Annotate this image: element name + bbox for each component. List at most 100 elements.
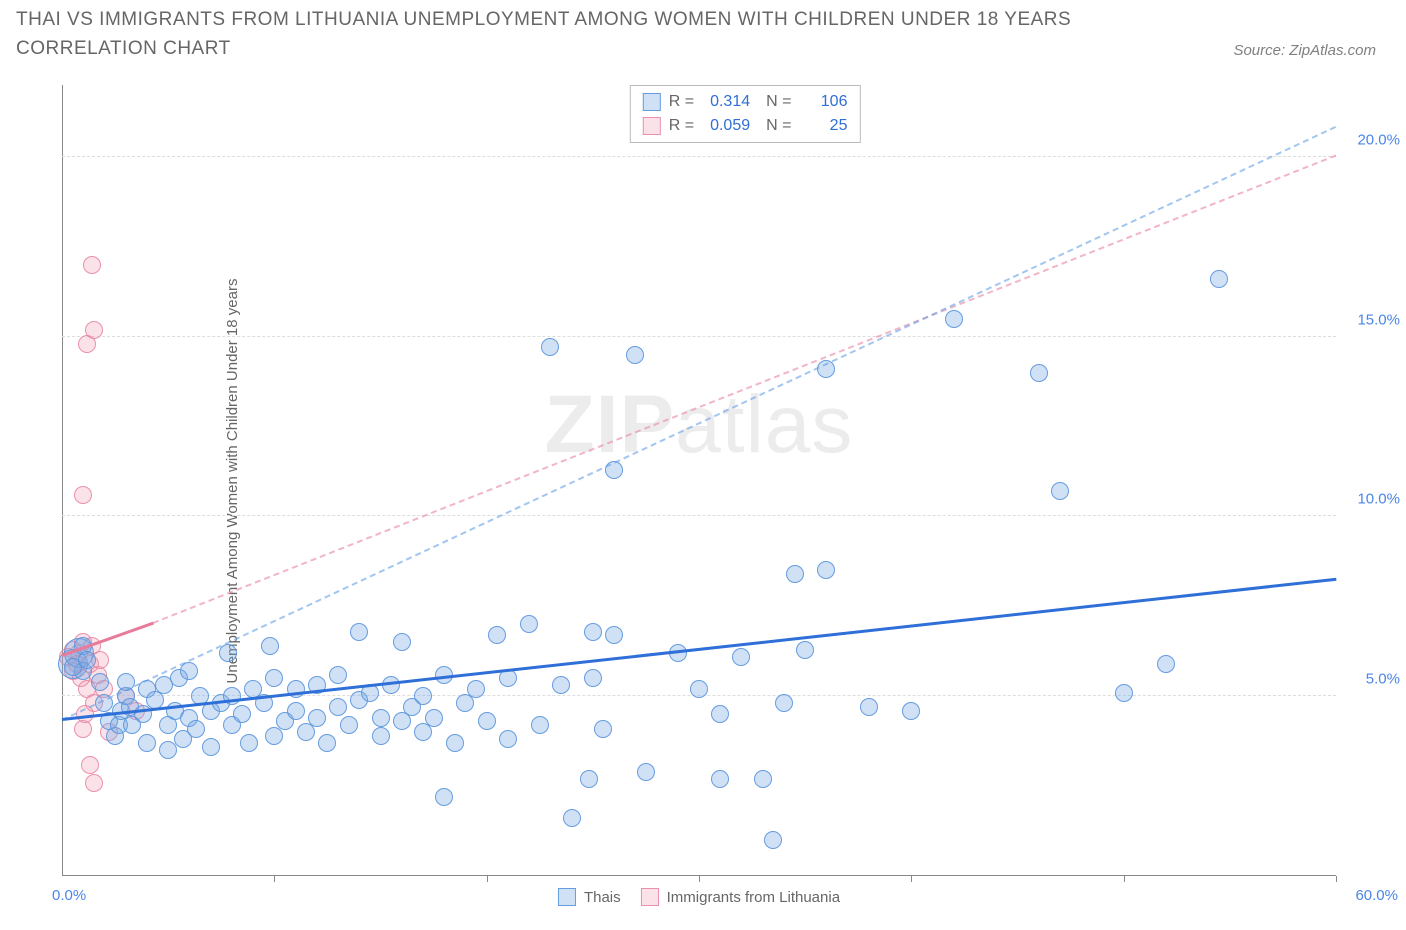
- scatter-point: [78, 651, 96, 669]
- scatter-point: [138, 734, 156, 752]
- scatter-point: [308, 709, 326, 727]
- stats-r-value-lithuania: 0.059: [702, 114, 750, 138]
- scatter-point: [83, 256, 101, 274]
- y-tick-label: 20.0%: [1357, 131, 1400, 148]
- stats-swatch-pink: [643, 117, 661, 135]
- x-tick: [1124, 876, 1125, 882]
- stats-row-thais: R = 0.314 N = 106: [643, 90, 848, 114]
- scatter-point: [435, 788, 453, 806]
- trend-line: [153, 155, 1336, 624]
- stats-swatch-blue: [643, 93, 661, 111]
- scatter-point: [711, 770, 729, 788]
- scatter-point: [754, 770, 772, 788]
- x-tick: [274, 876, 275, 882]
- scatter-point: [329, 698, 347, 716]
- scatter-point: [531, 716, 549, 734]
- scatter-point: [552, 676, 570, 694]
- x-max-label: 60.0%: [1355, 887, 1398, 904]
- scatter-point: [584, 669, 602, 687]
- scatter-point: [580, 770, 598, 788]
- stats-r-value-thais: 0.314: [702, 90, 750, 114]
- trend-line: [62, 578, 1336, 721]
- scatter-point: [488, 626, 506, 644]
- chart-title: THAI VS IMMIGRANTS FROM LITHUANIA UNEMPL…: [16, 6, 1126, 63]
- scatter-point: [85, 774, 103, 792]
- scatter-point: [240, 734, 258, 752]
- legend-swatch-pink: [641, 888, 659, 906]
- scatter-point: [1115, 684, 1133, 702]
- legend-item-lithuania: Immigrants from Lithuania: [641, 888, 840, 906]
- scatter-point: [796, 641, 814, 659]
- scatter-point: [329, 666, 347, 684]
- gridline: [62, 336, 1336, 337]
- scatter-point: [860, 698, 878, 716]
- scatter-point: [690, 680, 708, 698]
- scatter-point: [584, 623, 602, 641]
- scatter-point: [775, 694, 793, 712]
- scatter-point: [425, 709, 443, 727]
- scatter-point: [467, 680, 485, 698]
- scatter-point: [202, 738, 220, 756]
- y-tick-label: 10.0%: [1357, 491, 1400, 508]
- scatter-point: [187, 720, 205, 738]
- scatter-point: [711, 705, 729, 723]
- gridline: [62, 515, 1336, 516]
- y-tick-label: 5.0%: [1366, 671, 1400, 688]
- stats-n-value-lithuania: 25: [799, 114, 847, 138]
- x-tick: [699, 876, 700, 882]
- x-tick: [1336, 876, 1337, 882]
- scatter-point: [786, 565, 804, 583]
- scatter-point: [1157, 655, 1175, 673]
- legend-label-lithuania: Immigrants from Lithuania: [667, 889, 840, 906]
- scatter-point: [393, 633, 411, 651]
- stats-r-label: R =: [669, 90, 694, 114]
- scatter-point: [350, 623, 368, 641]
- scatter-point: [605, 626, 623, 644]
- scatter-point: [1051, 482, 1069, 500]
- stats-row-lithuania: R = 0.059 N = 25: [643, 114, 848, 138]
- y-tick-label: 15.0%: [1357, 311, 1400, 328]
- scatter-point: [91, 673, 109, 691]
- watermark: ZIPatlas: [545, 378, 854, 472]
- scatter-point: [446, 734, 464, 752]
- legend-item-thais: Thais: [558, 888, 621, 906]
- x-min-label: 0.0%: [52, 887, 86, 904]
- scatter-point: [1210, 270, 1228, 288]
- scatter-point: [233, 705, 251, 723]
- legend-label-thais: Thais: [584, 889, 621, 906]
- scatter-point: [81, 756, 99, 774]
- scatter-point: [318, 734, 336, 752]
- scatter-point: [372, 709, 390, 727]
- scatter-point: [732, 648, 750, 666]
- scatter-point: [74, 486, 92, 504]
- scatter-point: [265, 669, 283, 687]
- scatter-point: [414, 687, 432, 705]
- scatter-point: [340, 716, 358, 734]
- source-attribution: Source: ZipAtlas.com: [1233, 42, 1376, 59]
- scatter-point: [1030, 364, 1048, 382]
- scatter-point: [541, 338, 559, 356]
- plot-region: ZIPatlas: [62, 85, 1336, 876]
- legend: Thais Immigrants from Lithuania: [558, 888, 840, 906]
- scatter-point: [499, 730, 517, 748]
- stats-box: R = 0.314 N = 106 R = 0.059 N = 25: [630, 85, 861, 143]
- stats-n-value-thais: 106: [799, 90, 847, 114]
- scatter-point: [817, 561, 835, 579]
- stats-n-label: N =: [766, 114, 791, 138]
- scatter-point: [261, 637, 279, 655]
- scatter-point: [764, 831, 782, 849]
- x-tick: [911, 876, 912, 882]
- stats-n-label: N =: [766, 90, 791, 114]
- chart-area: Unemployment Among Women with Children U…: [62, 85, 1336, 876]
- legend-swatch-blue: [558, 888, 576, 906]
- scatter-point: [85, 321, 103, 339]
- scatter-point: [945, 310, 963, 328]
- x-tick: [487, 876, 488, 882]
- scatter-point: [372, 727, 390, 745]
- trend-line: [62, 126, 1337, 721]
- stats-r-label: R =: [669, 114, 694, 138]
- scatter-point: [594, 720, 612, 738]
- scatter-point: [563, 809, 581, 827]
- scatter-point: [287, 702, 305, 720]
- scatter-point: [180, 662, 198, 680]
